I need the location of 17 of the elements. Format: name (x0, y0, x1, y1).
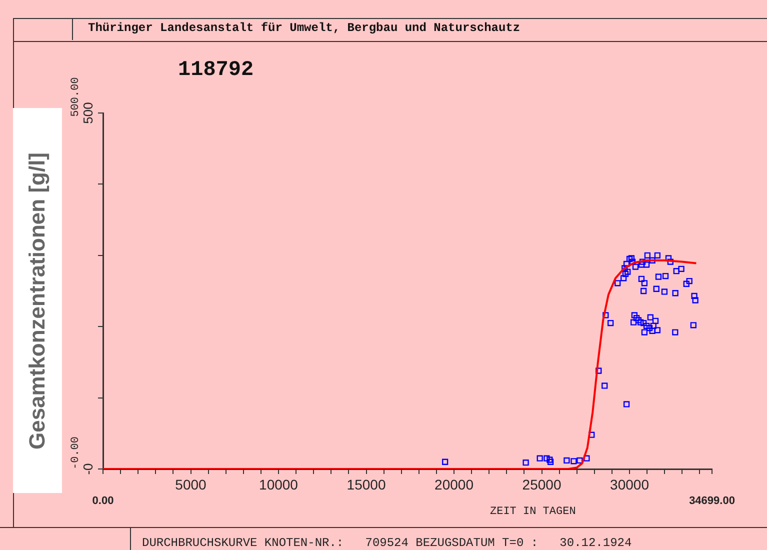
text: 34699.00 (689, 495, 735, 508)
x-tick-label: 20000 (434, 476, 474, 492)
text: -0.00 (70, 436, 82, 470)
y-axis-title: Gesamtkonzentrationen [g/l] (24, 152, 50, 450)
x-tick-label: 30000 (610, 476, 650, 492)
x-tick-label: 5000 (175, 476, 207, 492)
x-axis-title: ZEIT IN TAGEN (490, 506, 576, 518)
text: 0.00 (92, 495, 114, 508)
text: Thüringer Landesanstalt für Umwelt, Bergbau und Naturschautz (88, 21, 520, 35)
x-tick-label: 25000 (522, 476, 562, 492)
y-tick-label: -0 (80, 463, 96, 475)
x-tick-label: 10000 (259, 476, 298, 492)
y-tick-label: 500 (80, 102, 96, 124)
x-tick-label: 15000 (346, 476, 386, 492)
text: DURCHBRUCHSKURVE KNOTEN-NR.: 709524 BEZUGSDATUM T=0 : 30.12.1924 (142, 536, 632, 550)
chart-title: 118792 (178, 59, 254, 82)
text: 500.00 (70, 77, 82, 117)
